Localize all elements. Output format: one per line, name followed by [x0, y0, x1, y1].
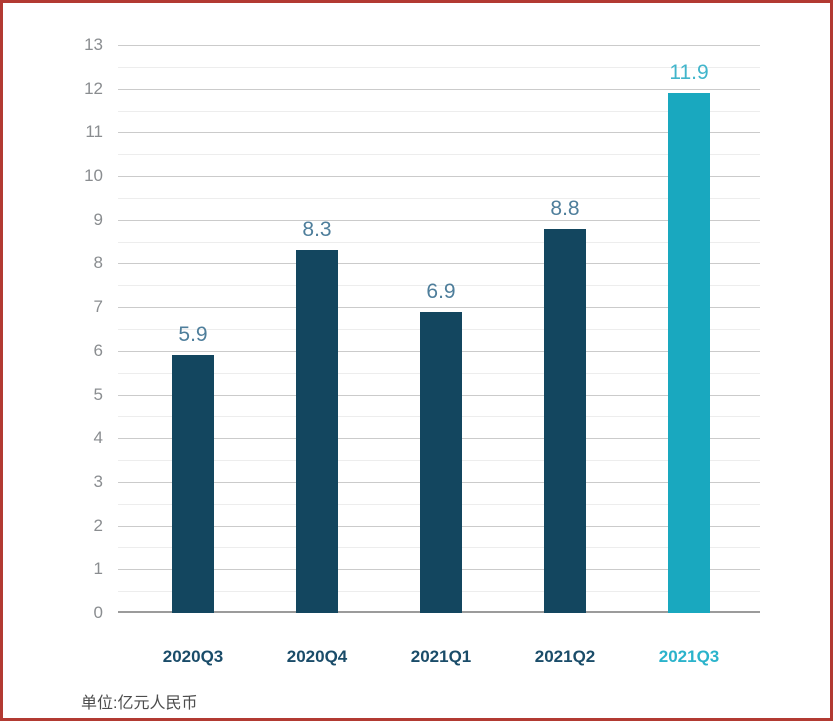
y-tick-label: 8	[93, 253, 103, 273]
gridline-minor	[118, 197, 760, 199]
value-label: 6.9	[426, 279, 456, 303]
gridline-major	[118, 176, 760, 178]
x-category-label: 2021Q2	[534, 647, 596, 666]
gridline-major	[118, 88, 760, 90]
unit-note: 单位:亿元人民币	[81, 695, 198, 712]
y-tick-label: 2	[93, 515, 103, 535]
gridline-minor	[118, 285, 760, 287]
y-tick-label: 0	[93, 603, 103, 622]
gridline-minor	[118, 110, 760, 112]
y-tick-label: 9	[93, 209, 103, 229]
bar-2021Q3	[668, 93, 710, 613]
value-label: 5.9	[178, 323, 208, 347]
bar-chart: 0 1 2 3 4 5 6 7 8 9 10 11 12 13 5.9 8.3 6.9 8.8 11.9 2020…	[3, 3, 830, 718]
y-tick-label: 5	[93, 384, 103, 404]
gridline-major	[118, 219, 760, 221]
y-tick-label: 10	[84, 166, 103, 186]
gridline-major	[118, 45, 760, 46]
y-tick-label: 4	[93, 428, 103, 448]
gridline-minor	[118, 66, 760, 68]
y-tick-label: 3	[93, 471, 103, 491]
x-category-label: 2021Q3	[658, 647, 720, 666]
y-tick-label: 12	[84, 78, 103, 98]
bar-2020Q3	[172, 355, 214, 613]
y-tick-label: 7	[93, 297, 103, 317]
x-category-label: 2020Q3	[162, 647, 224, 666]
y-tick-label: 13	[84, 35, 103, 54]
gridline-major	[118, 263, 760, 265]
gridline-minor	[118, 241, 760, 243]
gridline-major	[118, 307, 760, 309]
x-category-label: 2020Q4	[286, 647, 348, 666]
bar-2021Q1	[420, 311, 462, 613]
value-label: 11.9	[669, 61, 709, 85]
gridline-major	[118, 132, 760, 134]
y-tick-label: 1	[93, 559, 103, 579]
y-tick-label: 6	[93, 340, 103, 360]
y-tick-label: 11	[85, 122, 103, 142]
value-label: 8.3	[302, 218, 332, 242]
bar-2021Q2	[544, 228, 586, 613]
bar-2020Q4	[296, 250, 338, 613]
gridline-minor	[118, 154, 760, 156]
value-label: 8.8	[550, 196, 580, 220]
x-category-label: 2021Q1	[410, 647, 472, 666]
